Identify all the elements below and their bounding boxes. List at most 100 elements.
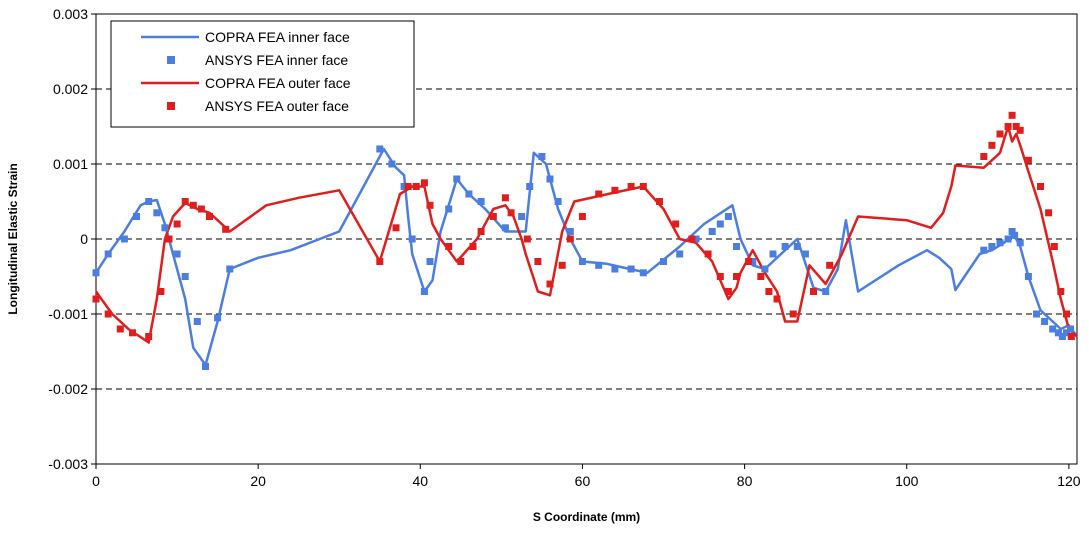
data-point <box>388 160 396 168</box>
x-tick-label: 0 <box>92 473 100 489</box>
x-tick-label: 40 <box>413 473 429 489</box>
data-point <box>534 258 542 265</box>
data-point <box>1008 228 1016 235</box>
data-point <box>161 224 169 232</box>
data-point <box>445 205 453 213</box>
data-point <box>672 220 680 228</box>
data-point <box>501 194 509 202</box>
data-point <box>133 213 140 220</box>
data-point <box>400 183 408 190</box>
data-point <box>420 179 428 187</box>
data-point <box>145 198 153 205</box>
data-point <box>789 310 797 318</box>
data-point <box>1011 231 1019 239</box>
data-point <box>157 288 165 295</box>
data-point <box>554 198 562 205</box>
data-point <box>202 363 209 370</box>
data-point <box>120 235 128 243</box>
data-point <box>518 213 526 220</box>
data-point <box>92 269 100 277</box>
data-point <box>222 225 230 233</box>
series-line <box>94 147 1079 367</box>
data-point <box>578 258 586 265</box>
data-point <box>465 190 473 198</box>
data-point <box>773 295 781 303</box>
data-point <box>716 273 724 280</box>
y-tick-label: -0.003 <box>48 456 88 472</box>
x-axis-title: S Coordinate (mm) <box>533 510 640 524</box>
data-point <box>489 213 497 220</box>
data-point <box>996 130 1004 138</box>
data-point <box>996 239 1004 247</box>
data-point <box>92 295 100 303</box>
data-point <box>627 183 635 190</box>
data-point <box>526 183 534 190</box>
data-point <box>724 213 732 220</box>
data-point <box>822 288 830 295</box>
data-point <box>1012 123 1020 130</box>
data-point <box>226 265 234 273</box>
data-point <box>392 224 400 232</box>
data-point <box>761 265 769 273</box>
data-point <box>104 310 112 318</box>
data-point <box>745 258 753 265</box>
data-point <box>980 246 988 254</box>
data-point <box>558 261 566 269</box>
data-point <box>1041 318 1049 325</box>
data-point <box>810 288 817 295</box>
data-point <box>1033 310 1040 318</box>
data-point <box>1016 126 1024 134</box>
data-point <box>173 220 181 228</box>
data-point <box>1024 273 1032 280</box>
data-point <box>692 235 700 243</box>
data-point <box>116 325 124 333</box>
data-point <box>566 235 574 243</box>
data-point <box>197 205 205 213</box>
data-point <box>1057 288 1065 295</box>
data-point <box>412 183 420 190</box>
y-tick-label: 0.002 <box>53 81 88 97</box>
data-point <box>477 198 485 205</box>
data-point <box>733 273 740 280</box>
data-point <box>578 213 586 220</box>
data-point <box>1067 333 1075 340</box>
data-point <box>781 243 789 250</box>
data-point <box>704 250 712 258</box>
data-point <box>1037 183 1044 190</box>
data-point <box>153 209 161 217</box>
data-point <box>1063 310 1070 318</box>
data-point <box>639 269 647 277</box>
data-point <box>733 243 740 250</box>
legend-marker-swatch <box>167 102 175 110</box>
data-point <box>724 288 732 295</box>
data-point <box>477 228 485 235</box>
data-point <box>988 243 996 250</box>
data-point <box>826 261 834 269</box>
legend-marker-swatch <box>167 56 175 64</box>
data-point <box>656 198 663 205</box>
data-point <box>765 288 773 295</box>
data-point <box>1024 156 1032 164</box>
data-point <box>523 235 531 243</box>
y-tick-label: 0.001 <box>53 156 88 172</box>
data-point <box>716 220 724 228</box>
data-point <box>627 265 635 273</box>
data-point <box>104 250 112 258</box>
data-point <box>404 183 412 190</box>
data-point <box>1063 329 1070 337</box>
data-point <box>660 258 667 265</box>
grid-lines <box>96 88 1077 390</box>
data-point <box>189 201 197 209</box>
legend-label: ANSYS FEA outer face <box>205 98 349 114</box>
data-point <box>708 228 716 235</box>
y-axis-title: Longitudinal Elastic Strain <box>6 163 20 314</box>
data-point <box>129 329 136 337</box>
data-point <box>420 288 428 295</box>
y-tick-label: -0.001 <box>48 306 88 322</box>
x-tick-label: 100 <box>895 473 919 489</box>
data-point <box>1067 325 1074 333</box>
data-point <box>769 250 777 258</box>
data-point <box>611 265 619 273</box>
legend-label: COPRA FEA inner face <box>205 29 350 45</box>
data-point <box>469 243 477 250</box>
